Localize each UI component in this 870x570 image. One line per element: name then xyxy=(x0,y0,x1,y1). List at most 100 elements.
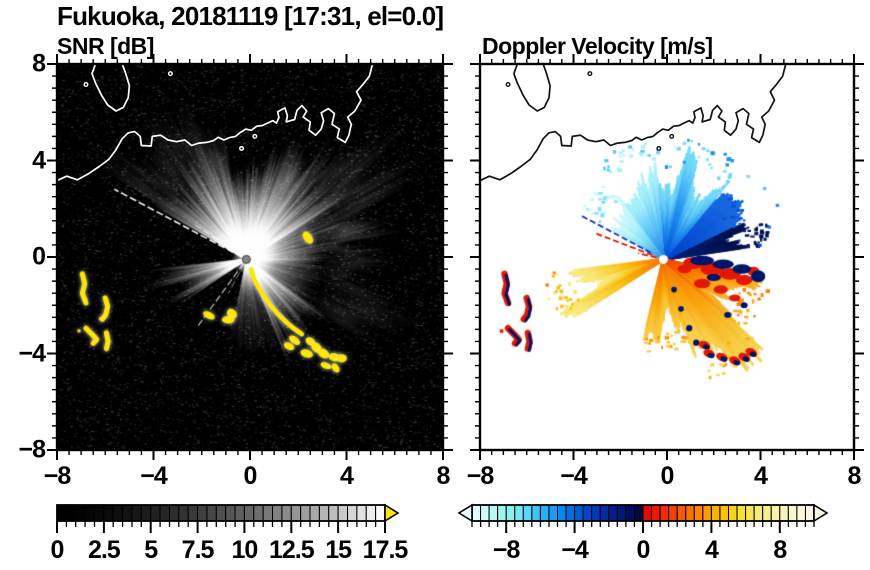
x-tick-label: −4 xyxy=(560,462,587,490)
colorbar-cell xyxy=(685,504,695,522)
colorbar-cell xyxy=(93,504,105,522)
colorbar-cell xyxy=(608,504,618,522)
colorbar-cell xyxy=(225,504,236,522)
colorbar-cell xyxy=(356,504,367,522)
snr-colorbar xyxy=(56,503,400,533)
colorbar-cell xyxy=(753,504,764,522)
colorbar-cell xyxy=(719,504,730,522)
snr-plot-panel xyxy=(57,64,443,450)
colorbar-tick-label: 15 xyxy=(325,536,352,564)
colorbar-cell xyxy=(159,504,170,522)
colorbar-cell xyxy=(480,504,490,522)
colorbar-cell xyxy=(262,504,274,522)
colorbar-cell xyxy=(103,504,114,522)
colorbar-ticks xyxy=(56,521,386,533)
snr-panel-title: SNR [dB] xyxy=(57,33,154,59)
colorbar-tick-label: 4 xyxy=(704,536,719,564)
colorbar-tick-label: 17.5 xyxy=(362,536,409,564)
y-tick-label: −4 xyxy=(18,339,45,367)
colorbar-tick-label: 2.5 xyxy=(87,536,121,564)
colorbar-over-arrow xyxy=(813,503,829,523)
velocity-panel-title: Doppler Velocity [m/s] xyxy=(482,33,713,59)
colorbar-cell xyxy=(168,504,180,522)
colorbar-tick-label: 5 xyxy=(144,536,158,564)
colorbar-cell xyxy=(281,504,292,522)
colorbar-cell xyxy=(206,504,217,522)
colorbar-cell xyxy=(745,504,755,522)
colorbar-cell xyxy=(337,504,349,522)
colorbar-cell xyxy=(728,504,738,522)
colorbar-cell xyxy=(651,504,661,522)
x-tick-label: 0 xyxy=(660,462,675,490)
colorbar-cell xyxy=(497,504,507,522)
colorbar-cell xyxy=(300,504,311,522)
colorbar-cell xyxy=(56,504,67,522)
colorbar-cell xyxy=(131,504,142,522)
colorbar-cell xyxy=(197,504,208,522)
colorbar-cell xyxy=(616,504,627,522)
y-tick-label: −8 xyxy=(18,435,45,464)
colorbar-cell xyxy=(668,504,678,522)
colorbar-cell xyxy=(642,504,653,522)
colorbar-cell xyxy=(65,504,77,522)
x-tick-label: 4 xyxy=(340,462,354,490)
colorbar-cell xyxy=(599,504,610,522)
colorbar-cell xyxy=(625,504,635,522)
colorbar-cell xyxy=(215,504,227,522)
colorbar-cell xyxy=(557,504,567,522)
colorbar-cell xyxy=(548,504,558,522)
colorbar-cell xyxy=(365,504,377,522)
colorbar-cell xyxy=(702,504,712,522)
colorbar-cell xyxy=(514,504,524,522)
colorbar-cell xyxy=(676,504,687,522)
colorbar-cell xyxy=(787,504,798,522)
colorbar-cell xyxy=(710,504,721,522)
colorbar-cell xyxy=(591,504,601,522)
colorbar-cell xyxy=(582,504,593,522)
colorbar-cell xyxy=(140,504,152,522)
colorbar-tick-label: −4 xyxy=(561,536,588,564)
colorbar-cell xyxy=(804,504,815,522)
colorbar-cell xyxy=(150,504,161,522)
colorbar-cell xyxy=(471,504,482,522)
colorbar-cell xyxy=(328,504,339,522)
colorbar-tick-label: 0 xyxy=(50,536,65,564)
colorbar-cell xyxy=(693,504,704,522)
colorbar-ticks xyxy=(505,521,781,533)
x-tick-label: 8 xyxy=(847,462,862,490)
colorbar-cell xyxy=(779,504,789,522)
colorbar-cell xyxy=(565,504,576,522)
colorbar-cell xyxy=(505,504,516,522)
x-tick-label: −8 xyxy=(466,462,494,490)
colorbar-cell xyxy=(122,504,133,522)
colorbar-cell xyxy=(253,504,264,522)
colorbar-cell xyxy=(736,504,747,522)
colorbar-cell xyxy=(234,504,245,522)
colorbar-ticks xyxy=(471,521,815,527)
colorbar-cell xyxy=(187,504,199,522)
y-tick-label: 0 xyxy=(32,242,46,271)
colorbar-over-arrow xyxy=(384,503,400,523)
colorbar-cell xyxy=(522,504,533,522)
colorbar-cell xyxy=(633,504,644,522)
colorbar-cell xyxy=(318,504,330,522)
colorbar-cell xyxy=(659,504,670,522)
colorbar-cell xyxy=(112,504,124,522)
velocity-image xyxy=(480,64,854,450)
colorbar-tick-label: 7.5 xyxy=(181,536,215,564)
x-tick-label: 0 xyxy=(243,462,258,490)
velocity-plot-panel xyxy=(480,64,854,450)
x-tick-label: −8 xyxy=(43,462,71,490)
x-tick-label: 8 xyxy=(436,462,451,490)
velocity-colorbar xyxy=(457,503,829,533)
colorbar-cell xyxy=(347,504,358,522)
colorbar-ticks xyxy=(65,521,377,527)
colorbar-cell xyxy=(272,504,283,522)
colorbar-cell xyxy=(75,504,86,522)
colorbar-cell xyxy=(243,504,255,522)
colorbar-cell xyxy=(309,504,320,522)
colorbar-cell xyxy=(84,504,95,522)
y-tick-label: 4 xyxy=(32,146,46,174)
y-tick-label: 8 xyxy=(32,49,46,78)
